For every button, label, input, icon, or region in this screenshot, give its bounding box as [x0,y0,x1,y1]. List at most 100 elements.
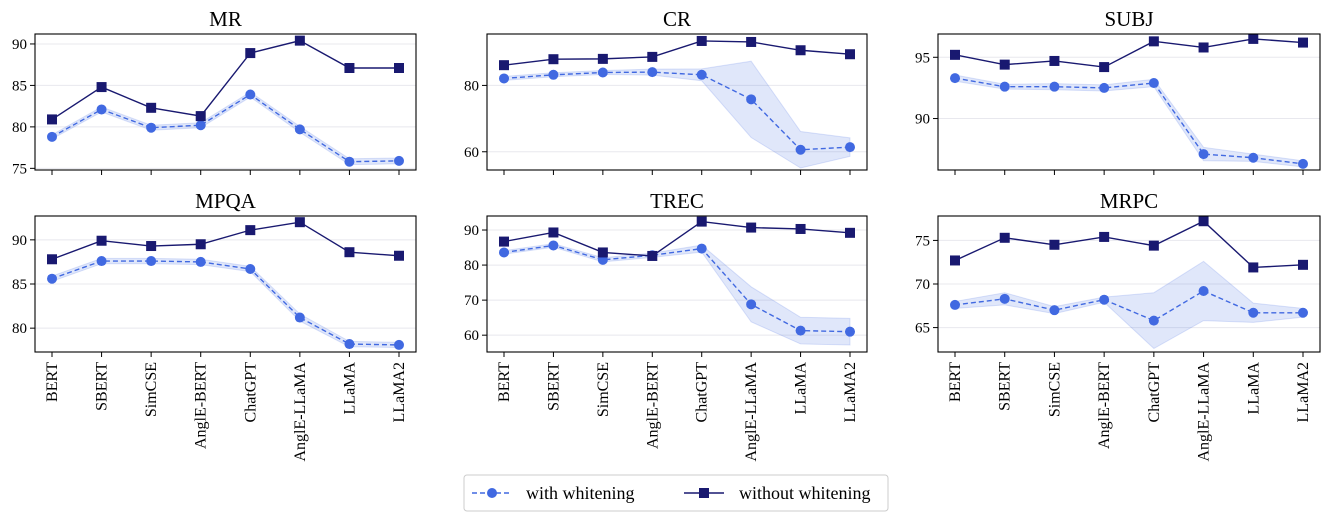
panel-title: MPQA [195,189,257,213]
with-whitening-point [647,67,658,78]
with-whitening-point [1248,307,1259,318]
x-category-label: AnglE-LLaMA [743,362,760,462]
with-whitening-point [146,122,157,133]
without-whitening-line [954,38,1304,68]
with-whitening-point [999,81,1010,92]
without-whitening-point [344,63,355,73]
y-tick-label: 80 [464,78,479,94]
x-category-label: ChatGPT [1146,362,1163,423]
x-category-label: AnglE-BERT [193,362,210,449]
without-whitening-point [950,255,960,266]
with-whitening-point [1148,315,1159,326]
without-whitening-point [499,60,509,71]
x-category-label: LLaMA2 [1295,362,1312,422]
y-tick-label: 70 [464,293,479,309]
without-whitening-point [1148,36,1159,47]
without-whitening-point [696,35,707,46]
with-whitening-point [1099,82,1110,93]
with-whitening-point [1148,78,1159,89]
with-whitening-point [394,339,404,350]
with-whitening-band [954,260,1304,350]
with-whitening-point [548,69,559,80]
with-whitening-point [950,73,960,84]
without-whitening-point [795,223,806,234]
with-whitening-point [1198,285,1209,296]
y-tick-label: 80 [464,258,479,274]
without-whitening-point [394,250,404,261]
x-category-label: SBERT [94,362,111,411]
without-whitening-point [845,49,855,60]
without-whitening-point [96,235,107,246]
y-tick-label: 75 [12,161,27,177]
without-whitening-point [1198,216,1209,227]
with-whitening-point [344,156,355,167]
without-whitening-line [51,39,399,121]
chart-panels: MR 75 80 85 90 CR 60 80 SUBJ 90 95 MPQA 80 85 90 BERT SB… [12,7,1321,462]
panel-subj: SUBJ 90 95 [915,7,1321,175]
without-whitening-point [96,82,107,93]
with-whitening-point [1049,81,1060,92]
x-category-label: BERT [44,362,61,402]
with-whitening-point [950,299,960,310]
with-whitening-point [548,240,559,251]
panel-cr: CR 60 80 [464,7,868,175]
y-tick-label: 60 [464,328,479,344]
with-whitening-point [47,273,57,284]
without-whitening-point [1099,62,1110,73]
without-whitening-point [548,227,559,238]
without-whitening-point [47,114,57,125]
with-whitening-point [294,124,305,135]
axes-frame [486,215,868,353]
panel-mr: MR 75 80 85 90 [12,7,417,177]
panel-title: SUBJ [1104,7,1153,31]
without-whitening-point [394,63,404,73]
without-whitening-point [1198,42,1209,53]
with-whitening-point [1248,152,1259,163]
with-whitening-point [795,325,806,336]
with-whitening-point [96,104,107,115]
x-category-label: SimCSE [595,362,612,417]
x-category-label: AnglE-BERT [644,362,661,449]
without-whitening-line [503,40,851,66]
without-whitening-line [954,220,1304,269]
legend-frame [463,474,889,512]
without-whitening-point [999,232,1010,243]
without-whitening-point [499,236,509,247]
panel-title: CR [663,7,691,31]
with-whitening-point [597,67,608,78]
without-whitening-point [47,254,57,265]
with-whitening-point [696,69,707,80]
without-whitening-point [1148,240,1159,251]
x-category-label: AnglE-LLaMA [1196,362,1213,462]
x-category-label: SimCSE [143,362,160,417]
x-category-label: LLaMA [793,362,810,415]
panel-title: MRPC [1100,189,1158,213]
y-tick-label: 85 [12,78,27,94]
y-tick-label: 90 [464,223,479,239]
x-category-label: LLaMA2 [842,362,859,422]
with-whitening-line [954,290,1303,322]
without-whitening-point [950,49,960,60]
axes-frame [937,33,1321,171]
without-whitening-point [294,35,305,46]
with-whitening-point [746,94,757,105]
with-whitening-point [845,142,855,153]
with-whitening-point [47,131,57,142]
without-whitening-point [1248,262,1259,273]
without-whitening-point [999,59,1010,70]
without-whitening-point [245,48,256,59]
x-category-label: SimCSE [1046,362,1063,417]
with-whitening-point [1198,149,1209,160]
without-whitening-point [845,227,855,238]
with-whitening-point [1298,158,1308,169]
y-tick-label: 80 [12,120,27,136]
legend-with-whitening-marker [487,488,497,498]
with-whitening-point [999,293,1010,304]
with-whitening-line [503,71,851,151]
without-whitening-point [195,239,206,250]
x-category-label: ChatGPT [242,362,259,423]
with-whitening-point [344,339,355,350]
without-whitening-point [294,217,305,228]
with-whitening-line [51,260,400,346]
